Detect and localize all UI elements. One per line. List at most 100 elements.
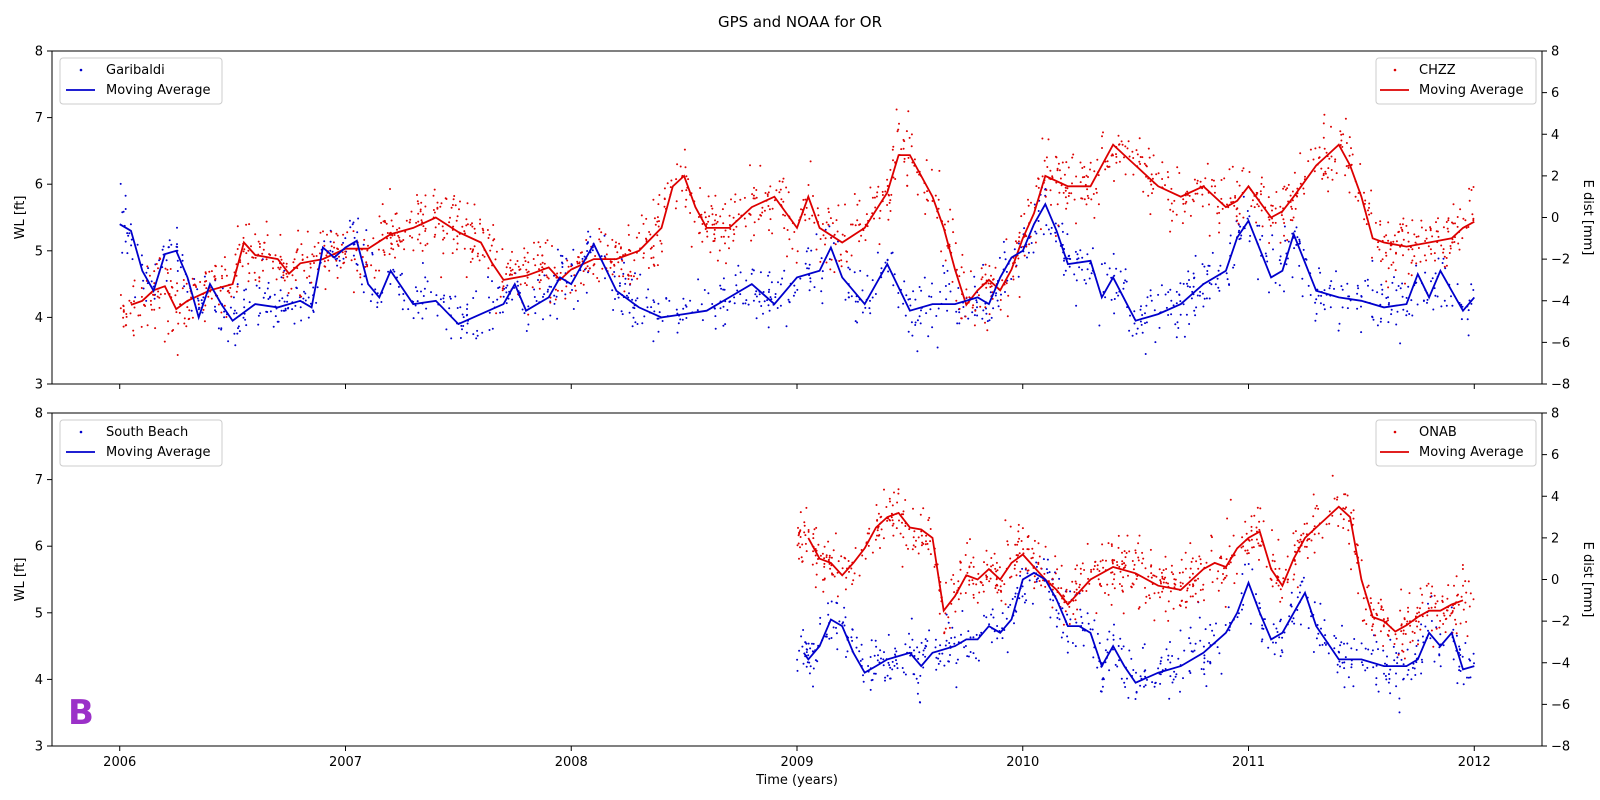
- scatter-point-left: [1444, 267, 1447, 270]
- scatter-point-right: [1424, 240, 1427, 242]
- scatter-point-left: [161, 248, 164, 251]
- scatter-point-right: [1169, 590, 1172, 593]
- scatter-point-right: [1172, 607, 1175, 610]
- scatter-point-right: [1148, 597, 1151, 600]
- top-x-axis-ticks: [119, 384, 1475, 389]
- scatter-point-right: [687, 178, 690, 181]
- scatter-point-right: [1113, 578, 1115, 581]
- scatter-point-left: [1323, 308, 1326, 311]
- scatter-point-right: [949, 208, 952, 211]
- scatter-point-left: [1302, 576, 1305, 579]
- scatter-point-left: [972, 652, 975, 655]
- scatter-point-left: [1149, 289, 1152, 292]
- scatter-point-right: [1411, 259, 1414, 262]
- scatter-point-left: [1421, 661, 1424, 664]
- scatter-point-right: [361, 256, 364, 258]
- scatter-point-right: [614, 246, 617, 249]
- scatter-point-right: [1117, 534, 1120, 537]
- legend-moving-average: Moving Average: [106, 445, 210, 460]
- scatter-point-right: [813, 221, 816, 224]
- scatter-point-right: [824, 243, 826, 246]
- scatter-point-left: [676, 331, 679, 334]
- scatter-point-right: [1312, 515, 1315, 518]
- scatter-point-right: [951, 280, 954, 283]
- scatter-point-left: [360, 283, 363, 286]
- scatter-point-left: [719, 307, 722, 310]
- scatter-point-right: [436, 201, 439, 204]
- scatter-point-right: [724, 203, 727, 205]
- scatter-point-right: [864, 239, 867, 242]
- scatter-point-right: [945, 581, 947, 584]
- scatter-point-right: [301, 258, 304, 261]
- scatter-point-right: [1343, 493, 1346, 496]
- scatter-point-left: [1013, 622, 1015, 625]
- scatter-point-right: [1407, 606, 1409, 609]
- scatter-point-left: [1006, 651, 1009, 654]
- scatter-point-right: [744, 225, 747, 228]
- scatter-point-right: [1031, 547, 1034, 550]
- scatter-point-right: [1150, 565, 1152, 568]
- scatter-point-right: [1192, 200, 1195, 203]
- scatter-point-right: [1260, 182, 1263, 185]
- scatter-point-right: [1362, 597, 1365, 600]
- scatter-point-left: [802, 629, 805, 631]
- scatter-point-left: [922, 653, 925, 656]
- scatter-point-right: [1353, 550, 1356, 553]
- scatter-point-right: [245, 223, 248, 226]
- scatter-point-right: [1121, 563, 1124, 566]
- scatter-point-left: [975, 299, 978, 302]
- scatter-point-right: [1132, 173, 1135, 176]
- scatter-point-left: [1117, 294, 1120, 297]
- scatter-point-right: [1096, 564, 1099, 567]
- scatter-point-left: [851, 628, 854, 631]
- scatter-point-left: [462, 316, 465, 319]
- scatter-point-right: [344, 253, 347, 255]
- scatter-point-right: [663, 205, 666, 208]
- scatter-point-left: [1020, 246, 1023, 249]
- scatter-point-right: [1051, 606, 1054, 609]
- scatter-point-right: [759, 164, 762, 167]
- scatter-point-right: [448, 221, 451, 224]
- scatter-point-right: [728, 214, 731, 217]
- scatter-point-right: [323, 260, 326, 263]
- scatter-point-right: [1093, 216, 1096, 219]
- scatter-point-left: [884, 261, 887, 264]
- scatter-point-left: [265, 310, 268, 313]
- scatter-point-right: [924, 543, 927, 546]
- scatter-point-right: [1093, 565, 1096, 567]
- scatter-point-left: [142, 279, 145, 282]
- scatter-point-right: [812, 195, 814, 197]
- scatter-point-left: [481, 331, 484, 334]
- scatter-point-left: [632, 316, 635, 319]
- scatter-point-right: [434, 233, 437, 236]
- scatter-point-right: [1437, 235, 1440, 238]
- scatter-point-right: [684, 166, 687, 169]
- scatter-point-right: [1009, 576, 1011, 579]
- scatter-point-right: [569, 291, 572, 294]
- scatter-point-right: [984, 263, 987, 266]
- bottom-right-legend: ONAB Moving Average: [1375, 419, 1537, 467]
- scatter-point-right: [955, 268, 958, 271]
- scatter-point-right: [359, 273, 362, 276]
- scatter-point-right: [203, 320, 206, 323]
- scatter-point-right: [1363, 191, 1365, 194]
- scatter-point-right: [1096, 158, 1099, 161]
- scatter-point-right: [1040, 567, 1043, 570]
- scatter-point-right: [713, 239, 716, 242]
- scatter-point-left: [374, 288, 377, 291]
- scatter-point-left: [1183, 335, 1186, 338]
- scatter-point-right: [980, 267, 983, 270]
- scatter-point-right: [1001, 279, 1004, 282]
- scatter-point-left: [1074, 250, 1077, 253]
- scatter-point-right: [159, 258, 162, 260]
- scatter-point-left: [796, 288, 799, 291]
- scatter-point-right: [815, 573, 818, 576]
- scatter-point-right: [831, 573, 834, 576]
- scatter-point-left: [1356, 307, 1359, 310]
- scatter-point-right: [853, 193, 856, 195]
- scatter-point-right: [541, 271, 544, 273]
- scatter-point-right: [858, 574, 861, 577]
- scatter-point-left: [1160, 284, 1163, 287]
- scatter-point-left: [1272, 623, 1275, 626]
- scatter-point-right: [469, 223, 472, 226]
